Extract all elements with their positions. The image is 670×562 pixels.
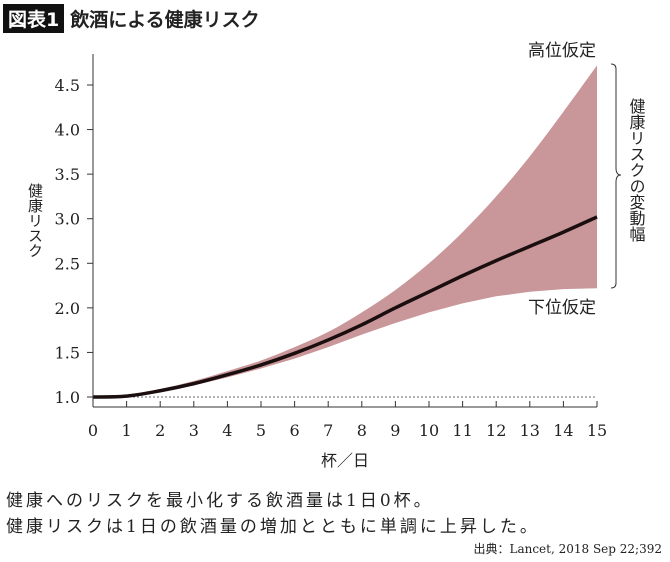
figure-title: 図表1 飲酒による健康リスク xyxy=(3,4,260,33)
x-tick-label: 15 xyxy=(587,421,607,440)
title-text: 飲酒による健康リスク xyxy=(70,9,260,31)
risk-band xyxy=(93,65,597,397)
x-tick-label: 4 xyxy=(222,421,232,440)
x-tick-label: 10 xyxy=(419,421,439,440)
y-tick-label: 2.0 xyxy=(55,299,80,318)
range-brace xyxy=(610,63,622,289)
y-tick-label: 3.0 xyxy=(55,210,80,229)
x-tick-label: 12 xyxy=(486,421,506,440)
caption-line-1: 健康へのリスクを最小化する飲酒量は1日0杯。 xyxy=(6,491,434,511)
x-tick-label: 2 xyxy=(155,421,165,440)
x-tick-label: 1 xyxy=(122,421,132,440)
x-tick-label: 0 xyxy=(88,421,98,440)
y-axis-label: 健康リスク xyxy=(26,183,44,258)
y-tick-label: 3.5 xyxy=(55,165,80,184)
x-tick-label: 11 xyxy=(452,421,472,440)
x-axis-label: 杯／日 xyxy=(321,451,369,470)
y-tick-label: 4.5 xyxy=(55,76,80,95)
y-tick-label: 1.5 xyxy=(55,343,80,362)
figure-badge: 図表1 xyxy=(3,4,65,33)
x-tick-label: 5 xyxy=(256,421,266,440)
x-tick-label: 3 xyxy=(189,421,199,440)
y-tick-label: 1.0 xyxy=(55,388,80,407)
x-tick-label: 13 xyxy=(520,421,540,440)
x-tick-label: 9 xyxy=(390,421,400,440)
x-tick-label: 7 xyxy=(323,421,333,440)
y-tick-label: 2.5 xyxy=(55,254,80,273)
upper-label: 高位仮定 xyxy=(528,41,596,61)
caption-line-2: 健康リスクは1日の飲酒量の増加とともに単調に上昇した。 xyxy=(6,517,540,537)
source-note: 出典：Lancet, 2018 Sep 22;392 xyxy=(473,542,662,556)
range-label: 健康リスクの変動幅 xyxy=(627,98,646,242)
mean-risk-line xyxy=(92,215,598,399)
lower-label: 下位仮定 xyxy=(528,298,596,318)
y-tick-label: 4.0 xyxy=(55,121,80,140)
x-tick-label: 14 xyxy=(553,421,573,440)
x-tick-label: 8 xyxy=(357,421,367,440)
risk-chart: 1.01.52.02.53.03.54.04.50 1 2 3 4 5 6 7 8 9 10 11 12… xyxy=(26,41,646,470)
x-tick-label: 6 xyxy=(290,421,300,440)
